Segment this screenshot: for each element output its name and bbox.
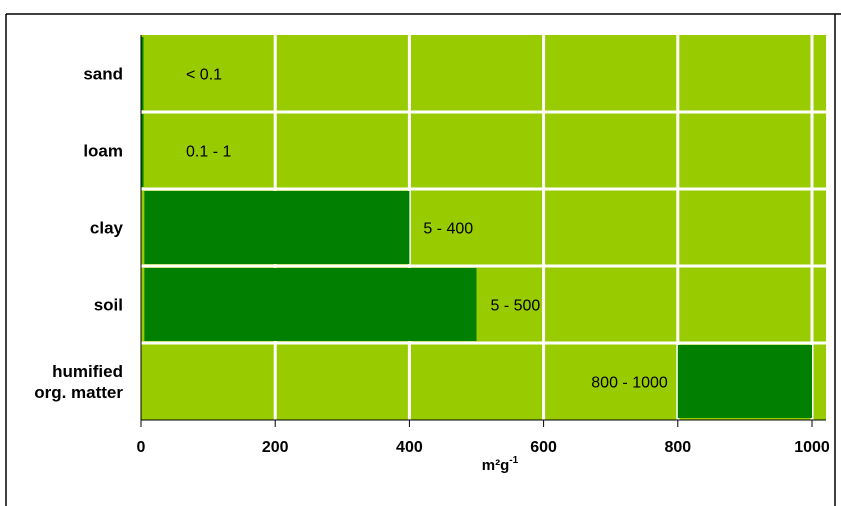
- x-tick-label: 200: [262, 439, 289, 456]
- x-tick-label: 1000: [794, 439, 830, 456]
- category-bands: [141, 35, 826, 420]
- bar: [141, 37, 144, 110]
- category-band: [141, 35, 826, 112]
- x-tick-label: 800: [664, 439, 691, 456]
- category-label: loam: [83, 142, 123, 161]
- bar: [144, 268, 477, 341]
- bars: [141, 37, 812, 418]
- category-band: [141, 112, 826, 189]
- x-axis: 0 200 400 600 800 1000: [137, 35, 830, 456]
- data-labels: < 0.1 0.1 - 1 5 - 400 5 - 500 800 - 1000: [186, 67, 668, 392]
- x-axis-label: m²g-1: [482, 455, 519, 474]
- category-label: humified org. matter: [34, 362, 123, 402]
- x-tick-label: 600: [530, 439, 557, 456]
- x-tick-label: 400: [396, 439, 423, 456]
- x-tick-label: 0: [137, 439, 146, 456]
- bar: [677, 345, 812, 418]
- bar: [144, 191, 410, 264]
- data-label: 0.1 - 1: [186, 144, 231, 161]
- bar: [141, 114, 144, 187]
- data-label: 5 - 400: [423, 221, 473, 238]
- category-label: sand: [83, 65, 123, 84]
- data-label: < 0.1: [186, 67, 222, 84]
- data-label: 800 - 1000: [591, 375, 668, 392]
- category-label: soil: [94, 296, 123, 315]
- data-label: 5 - 500: [491, 298, 541, 315]
- category-labels: sand loam clay soil humified org. matter: [34, 65, 123, 403]
- category-label: clay: [90, 219, 124, 238]
